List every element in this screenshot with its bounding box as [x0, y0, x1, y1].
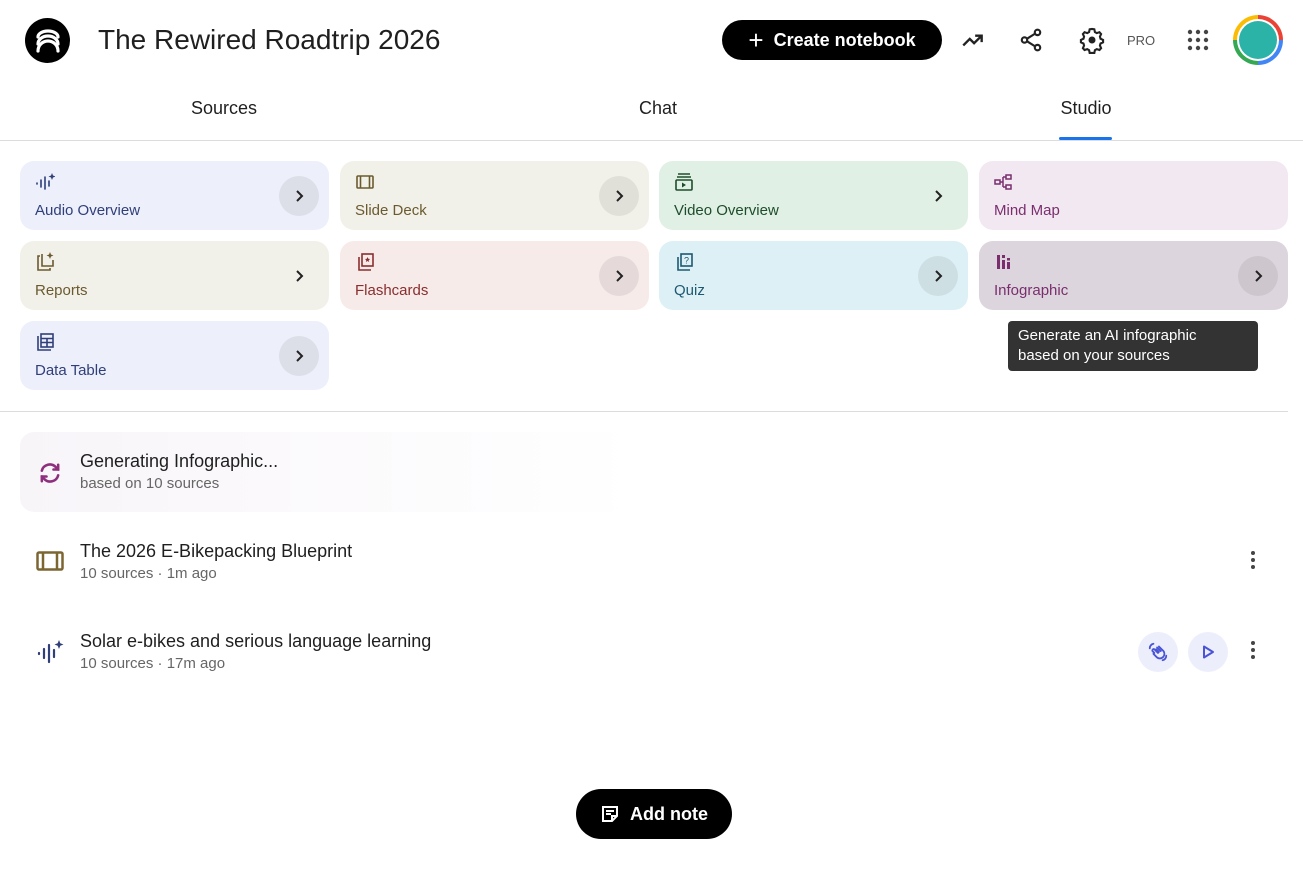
studio-card-mind-map[interactable]: Mind Map	[979, 161, 1288, 230]
generating-item	[20, 432, 638, 512]
infographic-tooltip: Generate an AI infographic based on your …	[1008, 321, 1258, 371]
tab-studio[interactable]: Studio	[1060, 98, 1112, 118]
audio-sparkle-icon	[36, 638, 64, 671]
mind-map-icon	[994, 174, 1012, 190]
table-icon	[37, 333, 54, 351]
more-options-button[interactable]	[1241, 638, 1265, 662]
open-button[interactable]	[279, 256, 319, 296]
kebab-icon	[1251, 551, 1255, 555]
studio-card-slide-deck[interactable]: Slide Deck	[340, 161, 649, 230]
card-label: Flashcards	[355, 282, 429, 299]
card-label: Slide Deck	[355, 202, 427, 219]
open-button[interactable]	[918, 256, 958, 296]
item-title: Generating Infographic...	[80, 451, 279, 471]
studio-card-reports[interactable]: Reports	[20, 241, 329, 310]
open-button[interactable]	[599, 176, 639, 216]
hand-wave-icon	[1148, 642, 1168, 662]
share-button[interactable]	[1013, 22, 1049, 58]
play-button[interactable]	[1188, 632, 1228, 672]
apps-grid-icon	[1187, 29, 1209, 51]
chevron-right-icon	[296, 190, 304, 202]
reports-icon	[37, 252, 54, 271]
chevron-right-icon	[935, 190, 943, 202]
more-options-button[interactable]	[1241, 548, 1265, 572]
tab-sources[interactable]: Sources	[190, 98, 258, 118]
studio-card-infographic[interactable]: Infographic	[979, 241, 1288, 310]
item-subtitle: 10 sources · 17m ago	[80, 655, 226, 672]
open-button[interactable]	[599, 256, 639, 296]
divider	[0, 140, 1303, 141]
active-tab-indicator	[1059, 137, 1112, 140]
svg-text:?: ?	[684, 256, 689, 266]
card-label: Data Table	[35, 362, 107, 379]
open-button[interactable]	[918, 176, 958, 216]
item-title: Solar e-bikes and serious language learn…	[80, 631, 432, 651]
note-icon	[602, 806, 618, 822]
slides-icon	[356, 175, 374, 189]
notebook-logo-icon	[35, 28, 60, 53]
kebab-icon	[1251, 641, 1255, 645]
robot-avatar-image	[1239, 21, 1277, 59]
notebook-title[interactable]: The Rewired Roadtrip 2026	[98, 24, 441, 55]
item-subtitle: 10 sources · 1m ago	[80, 565, 217, 582]
avatar[interactable]	[1233, 15, 1283, 65]
studio-card-video-overview[interactable]: Video Overview	[659, 161, 968, 230]
gear-icon	[1079, 27, 1105, 54]
card-label: Reports	[35, 282, 88, 299]
open-button[interactable]	[279, 336, 319, 376]
tab-chat[interactable]: Chat	[638, 98, 678, 118]
open-button[interactable]	[279, 176, 319, 216]
open-button[interactable]	[1238, 256, 1278, 296]
audio-sparkle-icon	[36, 173, 55, 190]
chevron-right-icon	[935, 270, 943, 282]
analytics-button[interactable]	[955, 22, 991, 58]
chevron-right-icon	[1255, 270, 1263, 282]
infographic-icon	[997, 255, 1010, 269]
video-icon	[675, 173, 693, 191]
plus-icon: +	[748, 25, 764, 55]
chevron-right-icon	[296, 350, 304, 362]
item-subtitle: based on 10 sources	[80, 475, 220, 492]
trending-up-icon	[962, 34, 983, 47]
card-label: Video Overview	[674, 202, 779, 219]
share-icon	[1020, 28, 1042, 52]
interactive-mode-button[interactable]	[1138, 632, 1178, 672]
apps-button[interactable]	[1180, 22, 1216, 58]
flashcards-icon	[358, 253, 374, 271]
card-label: Infographic	[994, 282, 1069, 299]
pro-badge: PRO	[1127, 33, 1156, 48]
studio-card-flashcards[interactable]: Flashcards	[340, 241, 649, 310]
create-notebook-button[interactable]: + Create notebook	[722, 20, 942, 60]
add-note-button[interactable]: Add note	[576, 789, 732, 839]
chevron-right-icon	[616, 190, 624, 202]
app-logo[interactable]	[25, 18, 70, 63]
item-title: The 2026 E-Bikepacking Blueprint	[80, 541, 353, 561]
card-label: Mind Map	[994, 202, 1060, 219]
quiz-icon: ?	[677, 253, 693, 271]
slides-icon	[36, 551, 64, 576]
studio-card-audio-overview[interactable]: Audio Overview	[20, 161, 329, 230]
card-label: Quiz	[674, 282, 705, 299]
chevron-right-icon	[296, 270, 304, 282]
sync-icon	[36, 459, 64, 492]
studio-card-quiz[interactable]: ? Quiz	[659, 241, 968, 310]
play-icon	[1203, 645, 1214, 659]
divider	[0, 411, 1288, 412]
chevron-right-icon	[616, 270, 624, 282]
card-label: Audio Overview	[35, 202, 141, 219]
settings-button[interactable]	[1074, 22, 1110, 58]
studio-card-data-table[interactable]: Data Table	[20, 321, 329, 390]
